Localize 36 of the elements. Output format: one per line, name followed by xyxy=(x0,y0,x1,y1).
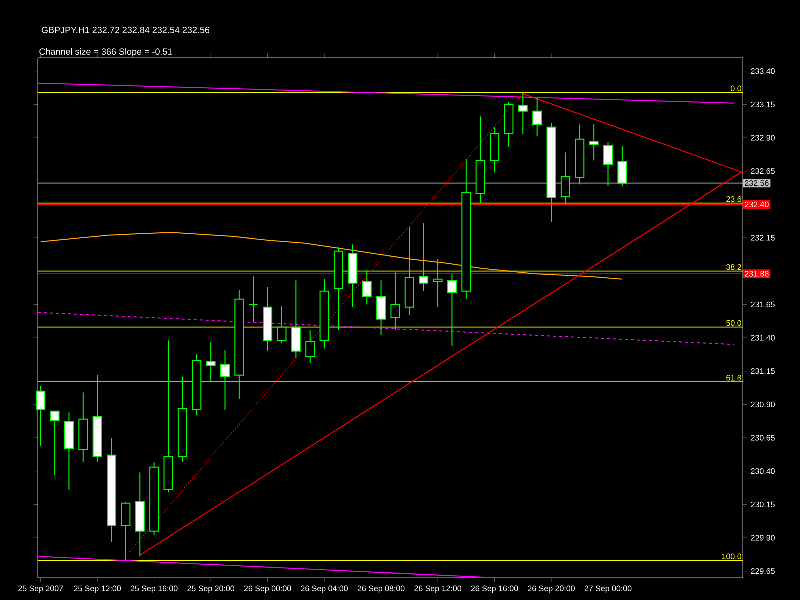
x-tick-label: 26 Sep 00:00 xyxy=(244,586,292,594)
y-tick-label: 231.40 xyxy=(751,335,775,341)
annotation: 61.8 xyxy=(726,375,742,381)
x-tick-label: 26 Sep 16:00 xyxy=(471,586,518,594)
annotation: 38.2 xyxy=(726,264,742,270)
y-tick-label: 233.40 xyxy=(751,68,775,74)
y-tick-label: 229.90 xyxy=(751,535,775,541)
y-tick-label: 232.65 xyxy=(751,168,775,174)
annotation: 23.6 xyxy=(726,196,742,202)
x-tick-label: 26 Sep 20:00 xyxy=(528,586,575,594)
annotation: 100.0 xyxy=(722,554,742,560)
annotation: 50.0 xyxy=(726,320,742,326)
x-tick-label: 25 Sep 2007 xyxy=(18,586,64,594)
y-tick-label: 232.90 xyxy=(751,135,775,141)
ref-line-label: 231.88 xyxy=(745,271,769,277)
ref-line-label: 232.56 xyxy=(745,180,769,186)
chart-subtitle: Channel size = 366 Slope = -0.51 xyxy=(40,48,172,57)
y-tick-label: 230.40 xyxy=(751,468,775,474)
y-tick-label: 231.15 xyxy=(751,368,775,374)
y-tick-label: 233.15 xyxy=(751,102,775,108)
y-tick-label: 232.15 xyxy=(751,235,775,241)
x-tick-label: 26 Sep 04:00 xyxy=(301,586,348,594)
x-tick-label: 27 Sep 00:00 xyxy=(584,586,632,594)
y-tick-label: 231.65 xyxy=(751,302,775,308)
y-tick-label: 230.90 xyxy=(751,402,775,408)
y-tick-label: 229.65 xyxy=(751,568,775,574)
y-tick-label: 230.65 xyxy=(751,435,775,441)
x-tick-label: 25 Sep 20:00 xyxy=(188,586,235,594)
chart-title: GBPJPY,H1 232.72 232.84 232.54 232.56 xyxy=(42,27,210,34)
x-tick-label: 26 Sep 12:00 xyxy=(414,586,462,594)
y-tick-label: 230.15 xyxy=(751,502,775,508)
x-tick-label: 25 Sep 12:00 xyxy=(74,586,122,594)
ref-line-label: 232.40 xyxy=(745,202,769,208)
x-tick-label: 26 Sep 08:00 xyxy=(358,586,405,594)
annotation: 0.0 xyxy=(731,86,742,92)
x-tick-label: 25 Sep 16:00 xyxy=(130,586,178,594)
